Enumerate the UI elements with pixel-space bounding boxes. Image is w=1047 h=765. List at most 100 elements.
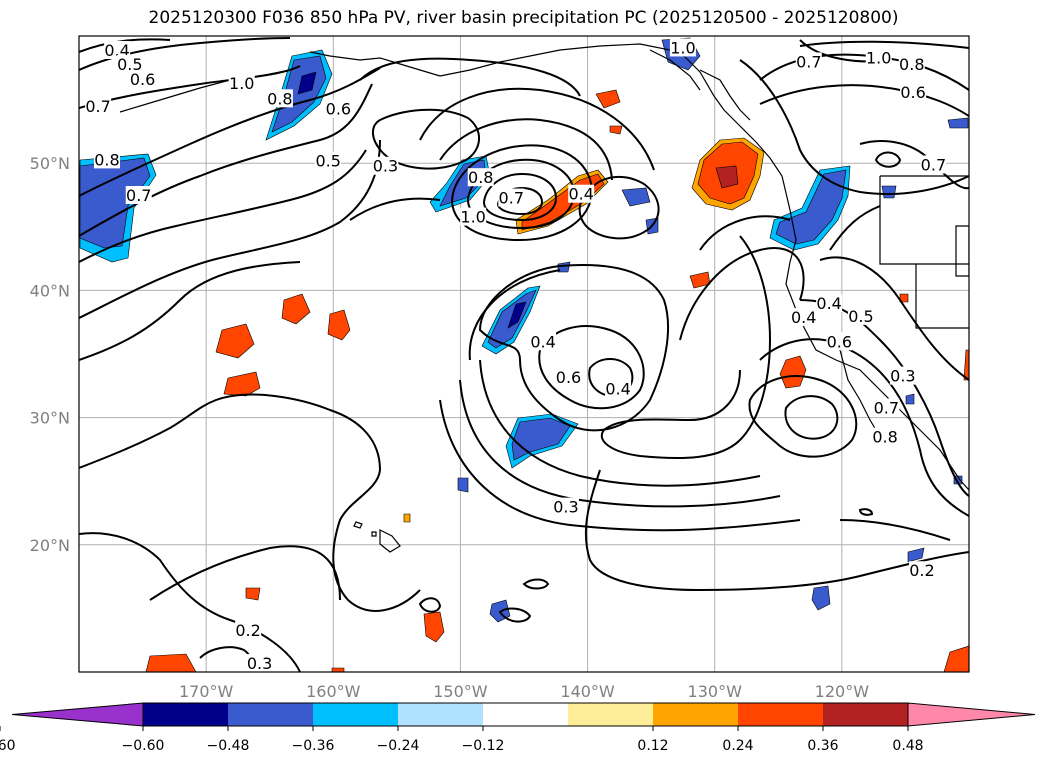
contour-label: 0.6 xyxy=(900,83,925,102)
contour-line xyxy=(759,338,969,517)
contour-label-halo xyxy=(325,99,352,118)
contour-label-halo xyxy=(889,366,916,385)
contour-line xyxy=(538,325,645,410)
contour-label-halo xyxy=(669,38,696,57)
contour-label-halo xyxy=(872,427,899,446)
contour-line xyxy=(439,399,801,532)
colorbar-bin xyxy=(823,703,908,726)
contour-label-halo xyxy=(920,155,947,174)
contour-line xyxy=(784,395,839,440)
contour-label-halo xyxy=(467,168,494,187)
contour-label: 0.7 xyxy=(874,398,899,417)
contour-label-halo xyxy=(266,89,293,108)
contour-label: 0.7 xyxy=(126,186,151,205)
contour-line xyxy=(459,379,781,508)
contour-label-halo xyxy=(228,74,255,93)
contour-label: 0.4 xyxy=(568,185,593,204)
contour-label: 0.3 xyxy=(373,157,398,176)
lon-tick-label: 120°W xyxy=(815,682,870,701)
contour-label: 0.7 xyxy=(85,97,110,116)
map-area[interactable] xyxy=(79,36,969,672)
gridlines xyxy=(79,36,969,672)
contour-line xyxy=(578,175,660,240)
contour-label-halo xyxy=(865,48,892,67)
contour-labels: 0.40.50.60.70.80.71.00.80.60.5 0.30.81.00… xyxy=(85,38,947,672)
contour-line xyxy=(858,508,874,516)
contour-line xyxy=(799,40,969,49)
contour-label: 1.0 xyxy=(866,49,891,68)
lat-tick-label: 40°N xyxy=(30,281,70,300)
contour-label-halo xyxy=(498,188,525,207)
contour-label-halo xyxy=(873,398,900,417)
map-frame xyxy=(78,35,970,673)
contour-label-halo xyxy=(847,306,874,325)
contour-line xyxy=(478,264,670,432)
lon-tick-label: 160°W xyxy=(306,682,361,701)
contour-line xyxy=(79,38,171,53)
colorbar-bin xyxy=(653,703,738,726)
contour-line xyxy=(359,57,581,97)
contour-label: 0.6 xyxy=(130,70,155,89)
contour-label: 0.3 xyxy=(553,498,578,517)
lon-tick-label: 140°W xyxy=(560,682,615,701)
contour-line xyxy=(479,359,761,487)
contour-label: 0.2 xyxy=(909,561,934,580)
contour-label-halo xyxy=(898,54,925,73)
contour-label: 1.0 xyxy=(460,208,485,227)
contour-label: 0.4 xyxy=(791,308,816,327)
contour-label: 0.8 xyxy=(94,150,119,169)
contour-line xyxy=(79,139,381,319)
contour-label-halo xyxy=(900,82,927,101)
colorbar-bin xyxy=(568,703,653,726)
colorbar-over-arrow xyxy=(907,702,1036,727)
contour-line xyxy=(819,256,969,381)
contour-label-halo xyxy=(790,308,817,327)
contour-line xyxy=(79,149,367,263)
contour-line xyxy=(418,597,442,613)
colorbar-tick-label: −0.48 xyxy=(207,738,250,754)
contour-line xyxy=(349,197,441,221)
contour-label: 0.7 xyxy=(796,52,821,71)
contour-label: 0.4 xyxy=(816,294,841,313)
contour-label-halo xyxy=(530,332,557,351)
contour-label-halo xyxy=(460,207,487,226)
contour-label: 0.8 xyxy=(468,168,493,187)
contour-label-halo xyxy=(235,621,262,640)
contour-line xyxy=(439,118,613,181)
contour-label-halo xyxy=(552,497,579,516)
colorbar-tick-label: −0.36 xyxy=(292,738,335,754)
contour-label: 0.2 xyxy=(235,621,260,640)
colorbar-tick-label: −0.12 xyxy=(462,738,505,754)
contour-line xyxy=(829,205,881,251)
contour-label-halo xyxy=(116,54,143,73)
contour-line xyxy=(149,545,341,601)
contour-label: 0.7 xyxy=(499,189,524,208)
contour-line xyxy=(584,469,969,592)
contour-label: 0.8 xyxy=(267,89,292,108)
contour-line xyxy=(372,108,480,170)
contour-line xyxy=(799,299,969,497)
contour-label-halo xyxy=(908,561,935,580)
contour-line xyxy=(601,235,772,460)
contour-label: 0.8 xyxy=(899,55,924,74)
contour-line xyxy=(419,87,655,171)
contour-label-halo xyxy=(129,70,156,89)
lat-tick-label: 20°N xyxy=(30,536,70,555)
colorbar: −0.60 −0.48 −0.36 −0.24 −0.12 0.12 0.24 0.36 0.4… xyxy=(0,702,1036,754)
contour-line xyxy=(874,151,902,168)
lat-tick-label: 30°N xyxy=(30,409,70,428)
contour-line xyxy=(739,59,969,195)
colorbar-tick-label: −0.24 xyxy=(377,738,420,754)
contour-label: 0.5 xyxy=(117,55,142,74)
contour-label-halo xyxy=(93,150,120,169)
colorbar-tick-label: 0.48 xyxy=(892,738,923,754)
contour-label-halo xyxy=(795,52,822,71)
contour-line xyxy=(498,607,532,623)
contour-line xyxy=(748,375,858,458)
colorbar-tick-label: 0.36 xyxy=(807,738,838,754)
precipitation-shading xyxy=(79,37,969,672)
contour-label-halo xyxy=(372,156,399,175)
contour-label: 0.4 xyxy=(530,332,555,351)
contour-label-halo xyxy=(568,184,595,203)
colorbar-bin xyxy=(398,703,483,726)
